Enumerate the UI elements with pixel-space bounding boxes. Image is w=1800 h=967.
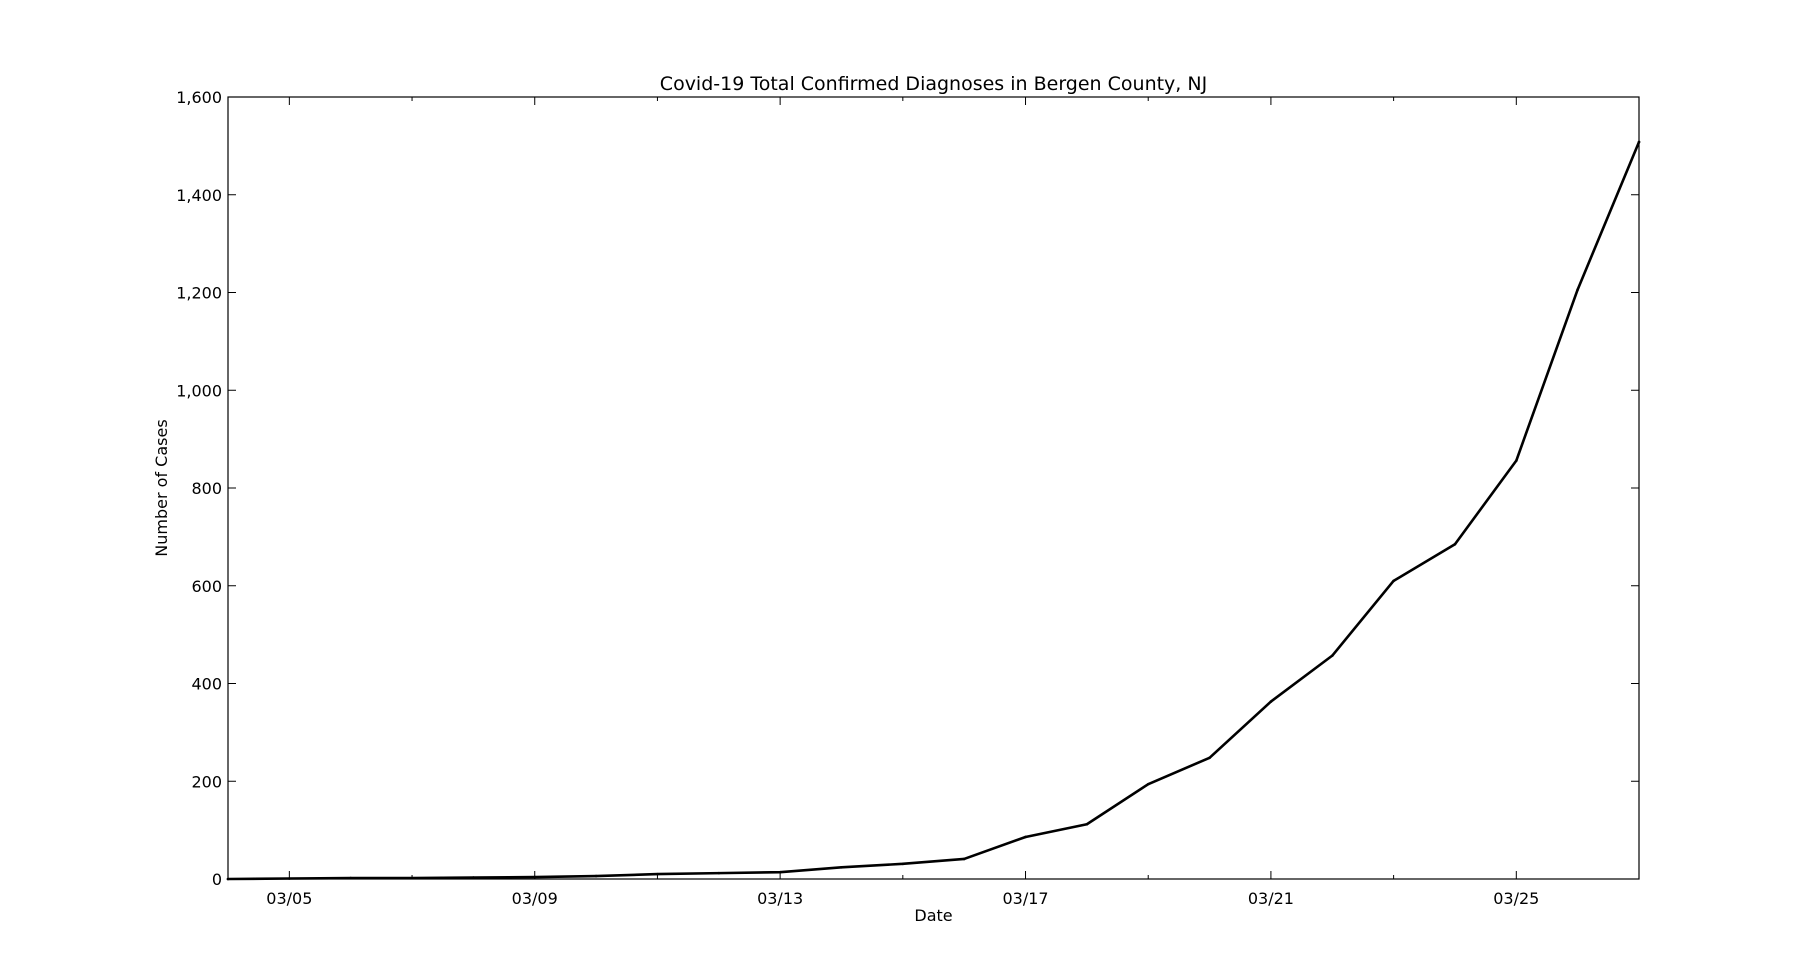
data-point [1330,654,1334,657]
data-point [594,874,598,878]
data-point [1515,459,1518,462]
x-axis-title: Date [914,906,952,925]
data-point [1208,756,1211,760]
x-tick-label: 03/13 [757,889,803,908]
y-axis-title: Number of Cases [152,419,171,556]
data-point [901,862,905,866]
y-tick-label: 400 [191,675,222,694]
data-point [1392,579,1395,583]
chart-title: Covid-19 Total Confirmed Diagnoses in Be… [660,73,1207,95]
y-tick-label: 0 [212,870,222,889]
x-tick-label: 03/17 [1002,889,1048,908]
x-tick-label: 03/21 [1248,889,1294,908]
data-point [1024,835,1027,839]
x-tick-label: 03/05 [266,889,312,908]
data-point [472,876,475,879]
plot-frame [227,96,1640,880]
data-point [1453,542,1457,546]
x-tick-label: 03/25 [1493,889,1539,908]
y-tick-label: 1,400 [176,186,222,205]
ticks-layer [228,96,1640,880]
data-point [1146,782,1150,786]
data-point [656,872,659,876]
data-point [1269,700,1273,703]
data-point [840,865,843,869]
y-tick-label: 600 [191,577,222,596]
data-point [717,871,721,875]
y-tick-label: 800 [191,479,222,498]
y-tick-label: 1,000 [176,381,222,400]
data-point [1576,288,1579,291]
series-layer [226,140,1641,881]
data-point [778,870,782,874]
y-tick-label: 1,600 [176,88,222,107]
data-point [962,857,966,861]
labels-layer: Covid-19 Total Confirmed Diagnoses in Be… [152,73,1539,925]
data-point [533,875,537,879]
data-point [1085,822,1089,826]
y-tick-label: 1,200 [176,284,222,303]
series-line [226,140,1641,881]
y-tick-label: 200 [191,772,222,791]
x-tick-label: 03/09 [512,889,558,908]
